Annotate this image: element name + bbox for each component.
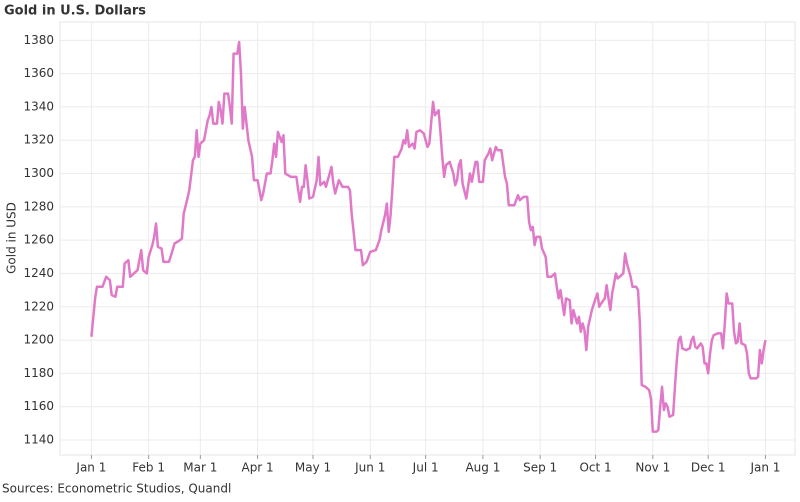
- y-tick-label: 1320: [23, 133, 54, 147]
- y-tick-label: 1200: [23, 333, 54, 347]
- x-tick-label: Nov 1: [635, 461, 670, 475]
- x-tick-label: Apr 1: [241, 461, 273, 475]
- y-tick-label: 1280: [23, 199, 54, 213]
- data-line: [90, 40, 767, 433]
- y-tick-label: 1340: [23, 99, 54, 113]
- x-tick-label: Dec 1: [691, 461, 726, 475]
- y-tick-label: 1160: [23, 399, 54, 413]
- y-tick-label: 1220: [23, 299, 54, 313]
- y-tick-label: 1380: [23, 33, 54, 47]
- y-tick-label: 1300: [23, 166, 54, 180]
- y-tick-label: 1240: [23, 266, 54, 280]
- y-axis-label: Gold in USD: [5, 202, 19, 274]
- source-note: Sources: Econometric Studios, Quandl: [2, 482, 231, 496]
- x-tick-label: Feb 1: [132, 461, 165, 475]
- y-tick-label: 1360: [23, 66, 54, 80]
- x-tick-label: Jul 1: [412, 461, 439, 475]
- y-tick-label: 1260: [23, 233, 54, 247]
- x-tick-label: Jan 1: [75, 461, 106, 475]
- x-tick-label: Oct 1: [579, 461, 611, 475]
- x-tick-label: Aug 1: [465, 461, 500, 475]
- plot-frame: [59, 21, 796, 456]
- y-tick-label: 1180: [23, 366, 54, 380]
- x-tick-label: Jan 1: [749, 461, 780, 475]
- chart-title: Gold in U.S. Dollars: [4, 4, 146, 19]
- x-tick-label: Sep 1: [523, 461, 557, 475]
- x-tick-label: Jun 1: [354, 461, 385, 475]
- y-tick-label: 1140: [23, 433, 54, 447]
- x-tick-label: Mar 1: [183, 461, 217, 475]
- x-tick-label: May 1: [295, 461, 331, 475]
